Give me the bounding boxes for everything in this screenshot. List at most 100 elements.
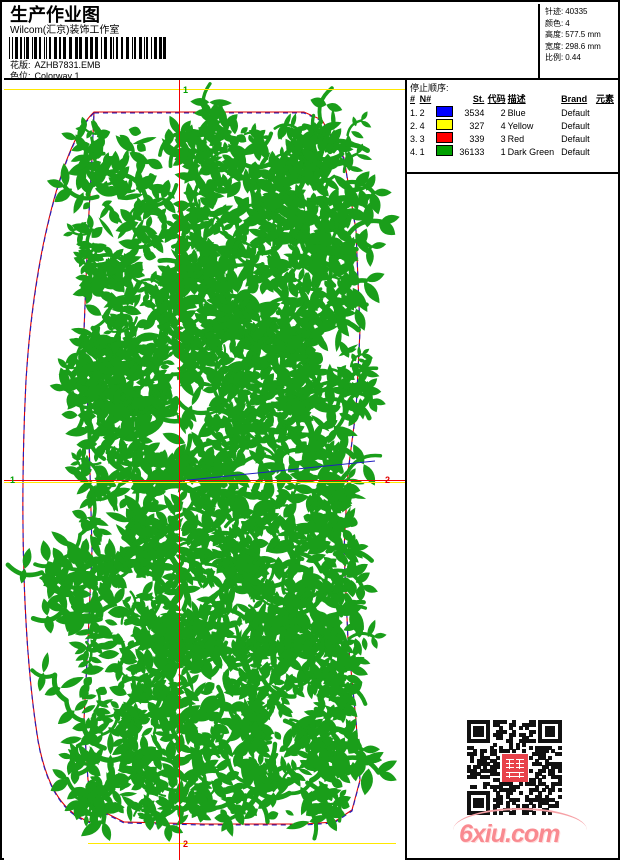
stitch-leaf [294, 311, 308, 334]
stitch-leaf [358, 189, 369, 210]
stitch-leaf [191, 139, 208, 146]
stitch-leaf [133, 212, 142, 222]
stitch-leaf [60, 736, 82, 745]
qr-module [479, 729, 484, 734]
stitch-leaf [104, 777, 112, 793]
stitch-leaf [113, 402, 125, 424]
qr-module [551, 729, 556, 734]
qr-module [548, 791, 553, 796]
qr-module [535, 784, 540, 789]
cell-description: Dark Green [507, 146, 555, 157]
qr-module [483, 739, 488, 744]
table-row[interactable]: 3. 3 339 3 Red Default [410, 132, 616, 145]
stitch-leaf [309, 661, 323, 681]
qr-module [467, 736, 471, 741]
table-row[interactable]: 1. 2 3534 2 Blue Default [410, 106, 616, 119]
stitch-leaf [336, 205, 346, 226]
stitch-leaf [277, 411, 285, 428]
barcode-bar [126, 37, 129, 59]
stitch-leaf [347, 166, 364, 172]
qr-module [512, 720, 517, 724]
stitch-leaf [267, 757, 277, 774]
qr-module [538, 797, 543, 802]
stat-value: 40335 [565, 7, 588, 16]
stamp-stroke [516, 763, 524, 764]
stitch-leaf [305, 298, 314, 312]
qr-module [467, 797, 471, 802]
stamp-stroke [516, 767, 524, 768]
stitch-leaf [276, 218, 283, 240]
stitch-leaf [123, 609, 133, 617]
stitch-leaf [287, 159, 295, 181]
stitch-leaf [291, 408, 300, 419]
stitch-leaf [350, 563, 368, 576]
qr-module [522, 804, 527, 809]
stitch-leaf [70, 461, 81, 466]
qr-module [531, 778, 536, 783]
stitch-leaf [208, 489, 221, 499]
qr-module [535, 788, 540, 793]
stitch-leaf [220, 212, 232, 223]
stitch-leaf [267, 253, 276, 275]
stitch-leaf [244, 785, 259, 800]
qr-module [473, 732, 478, 737]
stitch-leaf [369, 192, 381, 215]
stitch-leaf [320, 684, 340, 697]
table-row[interactable]: 2. 4 327 4 Yellow Default [410, 119, 616, 132]
barcode-bar [32, 37, 33, 59]
stitch-leaf [199, 102, 212, 112]
qr-module [486, 729, 491, 734]
qr-module [496, 732, 501, 737]
cell-needle: 1 [419, 146, 425, 157]
stitch-leaf [294, 651, 310, 657]
stitch-leaf [110, 187, 118, 197]
stitch-leaf [344, 319, 353, 327]
stitch-leaf [316, 590, 330, 605]
stitch-leaf [117, 447, 128, 466]
stitch-leaf [209, 103, 221, 123]
stitch-leaf [311, 415, 330, 432]
stitch-leaf [335, 327, 342, 352]
qr-module [522, 742, 527, 747]
qr-module [479, 758, 484, 763]
stitch-leaf [362, 754, 383, 764]
stitch-leaf [337, 492, 347, 502]
stitch-leaf [64, 800, 81, 812]
qr-module [496, 794, 501, 799]
qr-module [525, 797, 530, 802]
qr-module [554, 765, 559, 770]
cell-element [596, 145, 616, 158]
stitch-leaf [81, 538, 90, 558]
barcode-bar [132, 37, 133, 59]
stat-label: 针迹: [545, 7, 564, 16]
stitch-leaf [215, 733, 225, 743]
stitch-leaf [305, 346, 316, 357]
stitch-leaf [225, 176, 232, 192]
stitch-leaf [313, 684, 324, 689]
qr-code[interactable] [467, 720, 562, 815]
stitch-leaf [91, 621, 101, 634]
stitch-leaf [92, 529, 103, 538]
stitch-leaf [92, 746, 104, 767]
cell-code: 4 [500, 120, 506, 131]
stitch-leaf [294, 296, 307, 304]
stitch-leaf [115, 388, 125, 394]
stitch-leaf [104, 619, 118, 626]
qr-module [538, 736, 543, 741]
stitch-leaf [333, 305, 347, 315]
stitch-stem [309, 281, 317, 306]
design-canvas[interactable]: 1 1 2 2 [4, 80, 405, 860]
stitch-leaf [259, 281, 267, 295]
stitch-leaf [324, 617, 343, 628]
stitch-leaf [222, 556, 230, 570]
stitch-leaf [105, 423, 115, 444]
stitch-leaf [194, 313, 210, 325]
stat-value: 0.44 [565, 53, 581, 62]
stitch-leaf [252, 558, 261, 578]
stitch-leaf [81, 820, 103, 837]
stitch-leaf [112, 742, 131, 756]
qr-module [538, 745, 543, 750]
stitch-leaf [146, 158, 163, 170]
table-row[interactable]: 4. 1 36133 1 Dark Green Default [410, 145, 616, 158]
